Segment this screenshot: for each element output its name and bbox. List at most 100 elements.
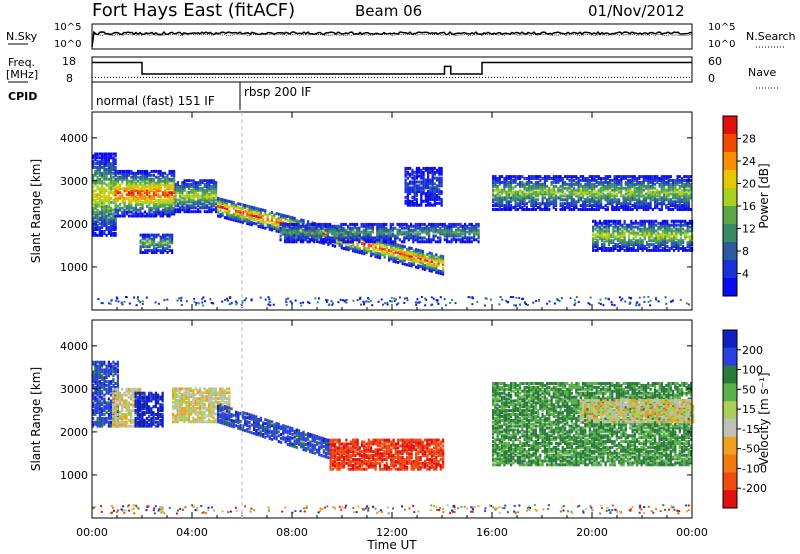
echo-cell	[141, 187, 144, 191]
echo-cell	[232, 203, 235, 206]
echo-cell	[107, 230, 110, 233]
echo-cell	[591, 177, 594, 180]
echo-cell	[681, 180, 684, 184]
echo-cell	[503, 196, 506, 200]
echo-cell	[248, 222, 251, 226]
echo-cell	[595, 184, 598, 188]
echo-cell	[379, 240, 382, 244]
echo-cell	[376, 242, 379, 246]
echo-cell	[652, 248, 655, 252]
echo-cell	[277, 224, 280, 228]
echo-cell	[496, 198, 499, 202]
echo-cell	[514, 196, 517, 200]
echo-cell	[159, 204, 162, 208]
echo-cell	[588, 208, 591, 211]
echo-cell	[406, 195, 409, 199]
echo-cell	[683, 186, 686, 190]
echo-cell	[157, 210, 160, 214]
echo-cell	[615, 177, 618, 180]
echo-cell	[606, 192, 609, 196]
echo-cell	[659, 233, 662, 237]
clutter-cell	[236, 301, 238, 304]
echo-cell	[302, 219, 305, 223]
echo-cell	[250, 213, 253, 217]
echo-cell	[622, 206, 625, 210]
echo-cell	[110, 228, 113, 231]
echo-cell	[687, 188, 690, 192]
echo-cell	[548, 177, 551, 180]
echo-cell	[232, 206, 235, 210]
echo-cell	[494, 178, 497, 182]
echo-cell	[253, 212, 256, 216]
echo-cell	[601, 235, 604, 239]
echo-cell	[690, 192, 693, 196]
nave-tick-bottom: 0	[708, 72, 715, 85]
echo-cell	[610, 248, 613, 252]
echo-cell	[98, 160, 101, 164]
echo-cell	[110, 169, 113, 173]
echo-cell	[419, 232, 422, 236]
echo-cell	[379, 242, 382, 246]
echo-cell	[616, 227, 619, 231]
echo-cell	[96, 195, 99, 199]
echo-cell	[164, 183, 167, 187]
echo-cell	[344, 222, 347, 226]
echo-cell	[609, 196, 612, 200]
echo-cell	[683, 196, 686, 200]
echo-cell	[610, 239, 613, 243]
echo-cell	[507, 208, 510, 211]
echo-cell	[288, 226, 291, 230]
echo-cell	[105, 160, 108, 164]
echo-cell	[137, 199, 140, 202]
echo-cell	[688, 239, 691, 243]
echo-cell	[629, 194, 632, 198]
echo-cell	[459, 224, 462, 228]
echo-cell	[121, 171, 124, 175]
echo-cell	[291, 220, 294, 224]
echo-cell	[570, 200, 573, 204]
echo-cell	[624, 192, 627, 196]
echo-cell	[419, 228, 422, 232]
clutter-cell	[202, 296, 205, 299]
echo-cell	[424, 267, 427, 271]
echo-cell	[103, 162, 106, 166]
echo-cell	[683, 190, 686, 194]
echo-cell	[403, 230, 406, 234]
echo-cell	[514, 190, 517, 194]
echo-cell	[107, 220, 110, 224]
echo-cell	[519, 204, 522, 208]
echo-cell	[250, 207, 253, 211]
echo-cell	[275, 212, 278, 216]
echo-cell	[636, 188, 639, 192]
echo-cell	[525, 194, 528, 198]
echo-cell	[271, 222, 274, 226]
echo-cell	[643, 237, 646, 241]
echo-cell	[246, 208, 249, 212]
echo-cell	[530, 202, 533, 206]
echo-cell	[678, 192, 681, 196]
echo-cell	[199, 198, 202, 202]
clutter-cell	[501, 298, 504, 301]
echo-cell	[625, 227, 628, 231]
echo-cell	[134, 208, 137, 212]
echo-cell	[389, 234, 392, 238]
echo-cell	[210, 179, 213, 183]
echo-cell	[666, 231, 669, 235]
echo-cell	[324, 228, 327, 232]
echo-cell	[665, 204, 668, 208]
echo-cell	[410, 252, 413, 256]
echo-cell	[197, 210, 200, 214]
echo-cell	[534, 198, 537, 202]
echo-cell	[150, 200, 153, 204]
echo-cell	[199, 179, 202, 183]
echo-cell	[673, 235, 676, 239]
echo-cell	[250, 215, 253, 219]
echo-cell	[358, 230, 361, 234]
echo-cell	[678, 196, 681, 200]
echo-cell	[534, 202, 537, 206]
echo-cell	[437, 261, 440, 265]
echo-cell	[143, 169, 146, 173]
echo-cell	[627, 198, 630, 202]
echo-cell	[383, 253, 386, 257]
echo-cell	[577, 194, 580, 198]
